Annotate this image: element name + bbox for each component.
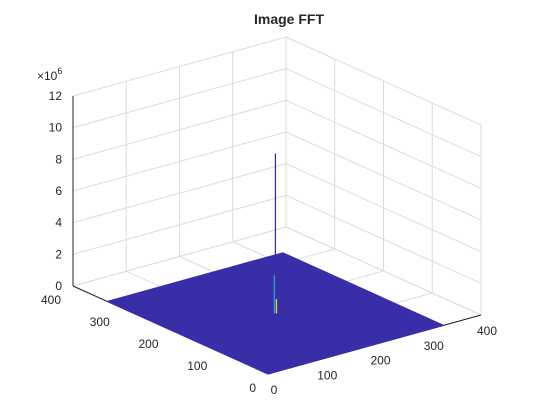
z-tick-label-1: 2 bbox=[55, 247, 62, 261]
chart-title: Image FFT bbox=[254, 11, 324, 27]
x-tick-label-2: 200 bbox=[370, 354, 390, 368]
wall-x-horizontal-1 bbox=[72, 194, 287, 255]
wall-y-horizontal-4 bbox=[285, 99, 482, 189]
z-tick-label-0: 0 bbox=[55, 279, 62, 293]
x-tick-label-3: 300 bbox=[424, 339, 444, 353]
y-tick-label-4: 400 bbox=[41, 293, 61, 307]
wall-x-horizontal-6 bbox=[72, 36, 287, 97]
x-tick-label-0: 0 bbox=[271, 383, 278, 397]
wall-y-horizontal-2 bbox=[285, 163, 482, 253]
z-exponent-label: ×106 bbox=[37, 66, 62, 83]
z-tick-label-4: 8 bbox=[55, 152, 62, 166]
x-tick-label-4: 400 bbox=[477, 324, 497, 338]
wall-x-horizontal-0 bbox=[72, 226, 287, 287]
y-tick-label-0: 0 bbox=[249, 381, 256, 395]
x-tick-label-1: 100 bbox=[317, 368, 337, 382]
wall-y-horizontal-5 bbox=[285, 68, 482, 158]
wall-y-horizontal-1 bbox=[285, 194, 482, 284]
wall-x-horizontal-2 bbox=[72, 163, 287, 224]
wall-x-horizontal-5 bbox=[72, 68, 287, 129]
z-tick-label-6: 12 bbox=[49, 89, 63, 103]
peak-markers bbox=[273, 153, 278, 314]
y-tick-label-3: 300 bbox=[90, 315, 110, 329]
wall-y-horizontal-0 bbox=[285, 226, 482, 316]
y-tick-label-1: 100 bbox=[187, 359, 207, 373]
z-tick-label-2: 4 bbox=[55, 216, 62, 230]
y-tick-label-2: 200 bbox=[138, 337, 158, 351]
wall-x-horizontal-4 bbox=[72, 99, 287, 160]
wall-x-horizontal-3 bbox=[72, 131, 287, 192]
z-tick-label-5: 10 bbox=[49, 121, 63, 135]
wall-y-horizontal-6 bbox=[285, 36, 482, 126]
wall-y-horizontal-3 bbox=[285, 131, 482, 221]
z-tick-label-3: 6 bbox=[55, 184, 62, 198]
